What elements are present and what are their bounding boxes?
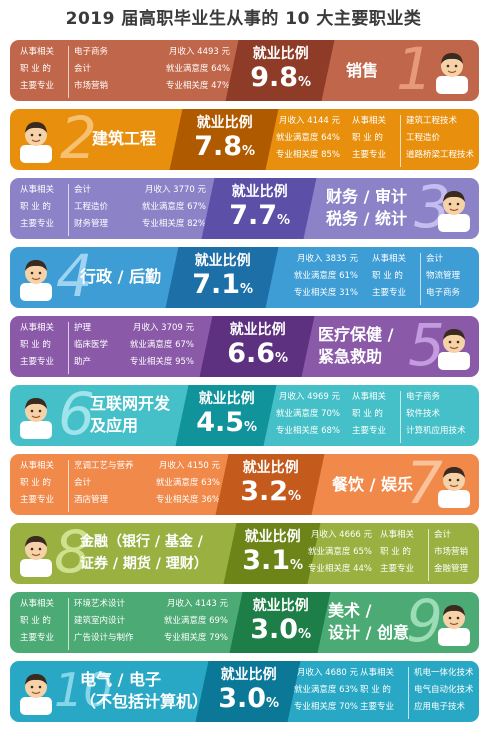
doctor-icon xyxy=(434,324,474,370)
share-badge: 就业比例 9.8% xyxy=(224,40,336,101)
occupation-row-10: 10 电气 / 电子 （不包括计算机） 就业比例 3.0% 月收入 4680 元就业… xyxy=(10,661,479,722)
category-name: 金融（银行 / 基金 / 证券 / 期货 / 理财） xyxy=(80,534,208,572)
stats-block: 月收入 3835 元就业满意度 61% 专业相关度 31% xyxy=(293,254,358,298)
share-badge: 就业比例 7.1% xyxy=(164,247,280,308)
share-value: 7.1 xyxy=(192,269,241,300)
category-name: 医疗保健 / 紧急救助 xyxy=(318,325,394,366)
category-name: 行政 / 后勤 xyxy=(80,267,161,286)
occupation-row-2: 2 建筑工程 就业比例 7.8% 月收入 4144 元就业满意度 64% 专业相关度… xyxy=(10,109,479,170)
engineer-icon xyxy=(16,669,56,715)
occupation-row-5: 从事相关职 业 的主要专业 护理 临床医学 助产 月收入 3709 元就业满意度 6… xyxy=(10,316,479,377)
page-title: 2019 届高职毕业生从事的 10 大主要职业类 xyxy=(65,9,422,29)
share-value: 3.0 xyxy=(218,683,267,714)
share-badge: 就业比例 3.2% xyxy=(214,454,326,515)
rank-number: 6 xyxy=(58,385,95,446)
occupation-row-7: 从事相关职 业 的主要专业 烹调工艺与营养 会计 酒店管理 月收入 4150 元就业… xyxy=(10,454,479,515)
person-icon xyxy=(434,186,474,232)
person-icon xyxy=(434,462,474,508)
stats-block: 月收入 4143 元就业满意度 69% 专业相关度 79% xyxy=(163,599,228,643)
category-name: 互联网开发 及应用 xyxy=(90,394,171,435)
rank-number: 8 xyxy=(54,523,91,584)
designer-icon xyxy=(434,600,474,646)
programmer-icon xyxy=(16,393,56,439)
stats-block: 月收入 4144 元就业满意度 64% 专业相关度 85% xyxy=(275,116,340,160)
category-name: 美术 / 设计 / 创意 xyxy=(328,601,409,642)
share-value: 3.2 xyxy=(240,476,289,507)
occupation-row-3: 从事相关职 业 的主要专业 会计 工程造价 财务管理 月收入 3770 元就业满意度… xyxy=(10,178,479,239)
occupation-row-4: 4 行政 / 后勤 就业比例 7.1% 月收入 3835 元就业满意度 61% 专业… xyxy=(10,247,479,308)
rank-number: 2 xyxy=(60,109,97,170)
occupation-row-1: 从事相关职 业 的主要专业 电子商务 会计 市场营销 月收入 4493 元就业满意度… xyxy=(10,40,479,101)
person-icon xyxy=(16,531,56,577)
stats-block: 月收入 4680 元就业满意度 63% 专业相关度 70% xyxy=(293,668,358,712)
rank-number: 9 xyxy=(406,592,443,653)
share-value: 6.6 xyxy=(227,338,276,369)
share-badge: 就业比例 3.0% xyxy=(228,592,332,653)
share-value: 4.5 xyxy=(196,407,245,438)
share-value: 9.8 xyxy=(250,62,299,93)
share-value: 3.0 xyxy=(250,614,299,645)
category-name: 建筑工程 xyxy=(92,129,157,148)
rank-number: 1 xyxy=(396,40,433,101)
category-name: 财务 / 审计 税务 / 统计 xyxy=(326,187,407,228)
occupation-row-8: 8 金融（银行 / 基金 / 证券 / 期货 / 理财） 就业比例 3.1% 月收入… xyxy=(10,523,479,584)
rank-number: 7 xyxy=(406,454,443,515)
person-icon xyxy=(432,48,472,94)
rank-number: 4 xyxy=(56,247,93,308)
occupation-row-9: 从事相关职 业 的主要专业 环境艺术设计 建筑室内设计 广告设计与制作 月收入 41… xyxy=(10,592,479,653)
occupation-row-6: 6 互联网开发 及应用 就业比例 4.5% 月收入 4969 元就业满意度 70% 专… xyxy=(10,385,479,446)
stats-block: 月收入 3709 元就业满意度 67% 专业相关度 95% xyxy=(129,323,194,367)
stats-block: 月收入 4666 元就业满意度 65% 专业相关度 44% xyxy=(307,530,372,574)
rank-number: 10 xyxy=(54,663,113,717)
stats-block: 月收入 3770 元就业满意度 67% 专业相关度 82% xyxy=(141,185,206,229)
share-value: 7.7 xyxy=(229,200,278,231)
category-name: 销售 xyxy=(346,61,379,80)
person-icon xyxy=(16,255,56,301)
category-name: 餐饮 / 娱乐 xyxy=(332,475,413,494)
share-badge: 就业比例 6.6% xyxy=(198,316,316,377)
stats-block: 月收入 4150 元就业满意度 63% 专业相关度 36% xyxy=(155,461,220,505)
category-name: 电气 / 电子 （不包括计算机） xyxy=(80,670,209,711)
worker-helmet-icon xyxy=(16,117,56,163)
stats-block: 月收入 4969 元就业满意度 70% 专业相关度 68% xyxy=(275,392,340,436)
share-value: 3.1 xyxy=(242,545,291,576)
share-badge: 就业比例 7.7% xyxy=(200,178,318,239)
stats-block: 月收入 4493 元就业满意度 64% 专业相关度 47% xyxy=(165,47,230,91)
share-value: 7.8 xyxy=(194,131,243,162)
